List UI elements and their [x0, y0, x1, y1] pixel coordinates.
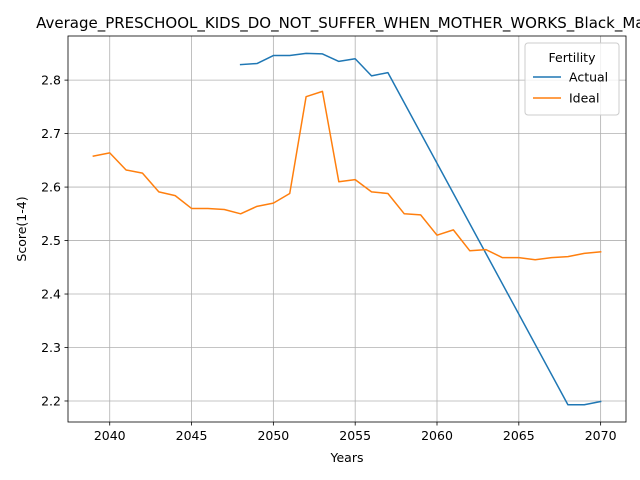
series-line-ideal [92, 90, 602, 261]
x-tick-label: 2060 [421, 428, 453, 443]
plot-area-frame [67, 35, 627, 423]
y-axis-ticks: 2.2 2.3 2.4 2.5 2.6 2.7 2.8 [41, 73, 68, 408]
x-tick-label: 2040 [94, 428, 126, 443]
x-axis-ticks: 2040 2045 2050 2055 2060 2065 2070 [94, 422, 617, 443]
y-tick-label: 2.6 [41, 180, 61, 195]
y-tick-label: 2.4 [41, 287, 61, 302]
y-tick-label: 2.7 [41, 126, 61, 141]
y-axis-label: Score(1-4) [14, 196, 29, 261]
x-axis-label: Years [330, 450, 364, 465]
y-tick-label: 2.5 [41, 233, 61, 248]
legend-items: Actual Ideal [533, 70, 608, 106]
y-tick-label: 2.2 [41, 393, 61, 408]
y-tick-label: 2.3 [41, 340, 61, 355]
x-tick-label: 2070 [585, 428, 617, 443]
x-tick-label: 2050 [257, 428, 289, 443]
x-tick-label: 2055 [339, 428, 371, 443]
legend-label-ideal: Ideal [569, 91, 599, 106]
series-line-actual [239, 52, 602, 406]
series-lines [92, 52, 602, 406]
legend-title: Fertility [549, 50, 597, 65]
legend-box [524, 42, 620, 116]
x-tick-label: 2045 [176, 428, 208, 443]
legend-label-actual: Actual [569, 70, 608, 85]
y-tick-label: 2.8 [41, 73, 61, 88]
legend: Fertility Actual Ideal [524, 42, 620, 116]
x-tick-label: 2065 [503, 428, 535, 443]
chart-title: Average_PRESCHOOL_KIDS_DO_NOT_SUFFER_WHE… [36, 14, 640, 33]
